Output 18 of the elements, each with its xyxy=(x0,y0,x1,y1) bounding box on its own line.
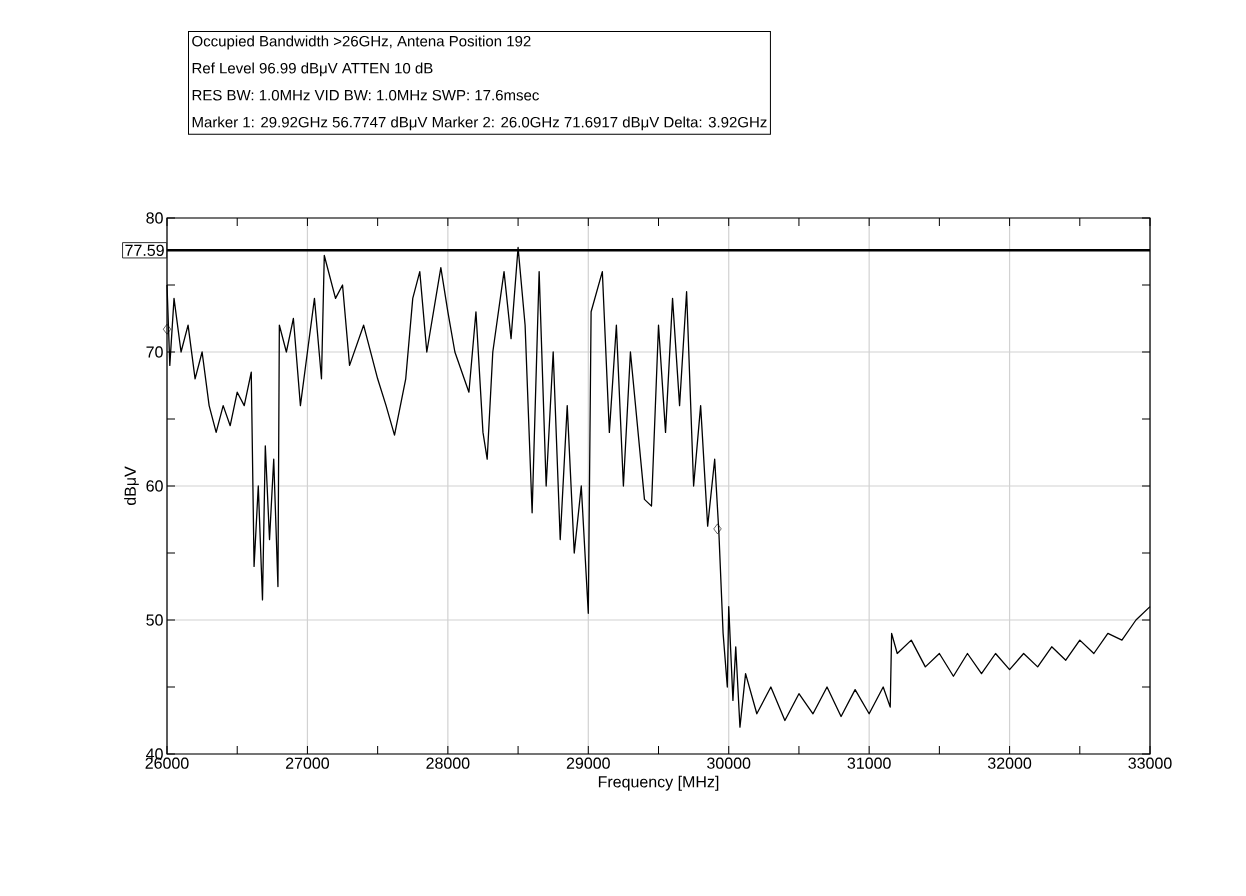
text: Marker 1: 29.92GHz 56.7747 dBμV Marker 2: 26.0GHz 71.6917 dBμV Delta: 3.92GHz xyxy=(192,116,767,131)
x-tick-label: 32000 xyxy=(987,757,1032,769)
y-tick-label: 50 xyxy=(146,614,163,626)
x-tick-label: 28000 xyxy=(426,757,470,769)
x-tick-label: 29000 xyxy=(566,757,610,769)
y-tick-label: 60 xyxy=(146,480,163,492)
x-tick-label: 33000 xyxy=(1128,757,1172,769)
y-axis-title: dBμV xyxy=(124,466,139,506)
text: Ref Level 96.99 dBμV ATTEN 10 dB xyxy=(192,62,433,77)
y-tick-label: 70 xyxy=(146,346,163,358)
x-tick-label: 30000 xyxy=(707,757,751,769)
x-tick-label: 27000 xyxy=(285,757,330,769)
y-tick-label: 80 xyxy=(146,212,163,224)
chart-title: Occupied Bandwidth >26GHz, Antena Position 192 xyxy=(192,35,531,50)
ref-line-label: 77.59 xyxy=(125,244,164,256)
x-axis-title: Frequency [MHz] xyxy=(598,775,719,791)
x-tick-label: 31000 xyxy=(847,757,891,769)
text: RES BW: 1.0MHz VID BW: 1.0MHz SWP: 17.6msec xyxy=(192,89,539,101)
